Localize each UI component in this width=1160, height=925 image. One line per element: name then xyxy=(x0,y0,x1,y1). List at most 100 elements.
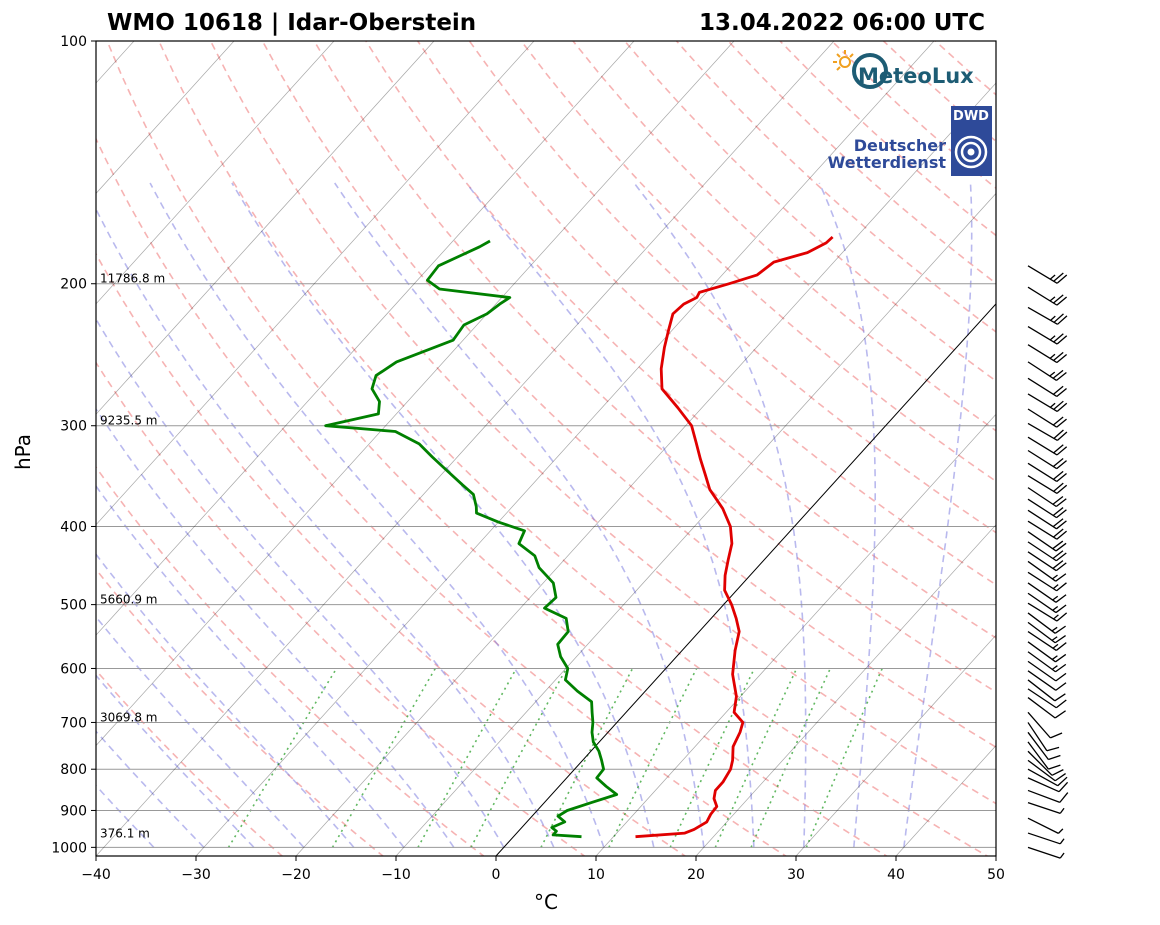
wind-barb-half-flag xyxy=(1052,584,1059,590)
wind-barb-flag xyxy=(1056,387,1067,397)
wind-barb-half-flag xyxy=(1051,655,1058,660)
wind-barb xyxy=(1027,344,1068,364)
wind-barb-staff xyxy=(1027,325,1058,345)
wind-barb-flag xyxy=(1055,653,1067,663)
wind-barb-staff xyxy=(1027,612,1056,634)
wind-barb-flag xyxy=(1052,550,1064,560)
x-tick-label: 40 xyxy=(887,867,905,883)
wind-barb-staff xyxy=(1027,789,1061,803)
wind-barb-flag xyxy=(1056,372,1067,381)
y-tick-label: 1000 xyxy=(51,840,87,856)
x-tick-label: 30 xyxy=(787,867,805,883)
svg-text:DWD: DWD xyxy=(953,109,989,124)
wind-barb-staff xyxy=(1027,509,1057,530)
svg-text:Wetterdienst: Wetterdienst xyxy=(828,153,947,172)
moist-adiabat xyxy=(96,484,405,848)
isotherm-line xyxy=(395,192,996,856)
isotherm-line xyxy=(295,82,996,856)
wind-barb xyxy=(1027,801,1065,814)
wind-barb-staff xyxy=(1027,602,1058,622)
wind-barb-staff xyxy=(1027,520,1058,540)
wind-barb-flag xyxy=(1054,710,1066,719)
wind-barb xyxy=(1027,679,1066,702)
isotherm-line xyxy=(96,41,835,856)
wind-barb-flag xyxy=(1056,335,1068,345)
height-labels: 11786.8 m 9235.5 m 5660.9 m 3069.8 m 376.1 m xyxy=(100,272,165,841)
isotherm-line xyxy=(96,41,335,305)
wind-barb-staff xyxy=(1027,571,1057,592)
height-label: 5660.9 m xyxy=(100,593,158,607)
wind-barb-flag xyxy=(1055,542,1067,552)
wind-barb-flag xyxy=(1052,495,1064,505)
wind-barb-staff xyxy=(1027,531,1057,552)
moist-adiabat xyxy=(96,784,155,848)
wind-barb-flag xyxy=(1052,507,1064,516)
wind-barb-half-flag xyxy=(1052,574,1058,580)
wind-barb-flag xyxy=(1053,482,1064,492)
wind-barb-staff xyxy=(1027,711,1051,739)
wind-barb-staff xyxy=(1027,832,1061,845)
wind-barb xyxy=(1027,509,1067,530)
dry-adiabat xyxy=(106,41,889,856)
wind-barb xyxy=(1027,592,1067,614)
wind-barb xyxy=(1027,393,1068,413)
wind-barb-staff xyxy=(1027,449,1058,470)
wind-barb-staff xyxy=(1027,817,1059,834)
wind-barb-flag xyxy=(1053,444,1064,454)
y-tick-label: 900 xyxy=(60,803,87,819)
meteolux-logo: MeteoLux xyxy=(833,50,974,89)
x-tick-label: 50 xyxy=(987,867,1005,883)
wind-barb xyxy=(1027,306,1068,325)
wind-barb-staff xyxy=(1027,846,1061,859)
wind-barb xyxy=(1027,408,1067,428)
dry-adiabat xyxy=(96,252,687,856)
wind-barb xyxy=(1027,475,1068,494)
mixing-ratio-line xyxy=(669,668,756,848)
wind-barb-flag xyxy=(1054,693,1066,702)
wind-barb-staff xyxy=(1027,670,1057,691)
wind-barb-flag xyxy=(1058,781,1069,793)
wind-barb-flag xyxy=(1055,663,1067,673)
x-tick-label: −10 xyxy=(381,867,411,883)
moist-adiabat xyxy=(231,182,655,848)
wind-barb-flag xyxy=(1056,296,1068,306)
wind-barb-staff xyxy=(1027,265,1058,284)
moist-adiabat xyxy=(903,182,973,848)
y-tick-label: 800 xyxy=(60,762,87,778)
wind-barb-flag xyxy=(1054,635,1066,644)
wind-barb-staff xyxy=(1027,801,1061,814)
wind-barb-staff xyxy=(1027,621,1056,644)
wind-barb xyxy=(1027,631,1067,651)
wind-barb-staff xyxy=(1027,408,1058,428)
wind-barb-staff xyxy=(1027,741,1049,770)
moist-adiabat xyxy=(96,730,205,848)
wind-barb-staff xyxy=(1027,422,1058,441)
wind-barb-flag xyxy=(1055,642,1067,651)
wind-barb-half-flag xyxy=(1051,636,1058,641)
x-tick-label: 20 xyxy=(687,867,705,883)
isotherm-line xyxy=(96,41,535,526)
wind-barb-flag xyxy=(1050,732,1063,739)
wind-barb-flag xyxy=(1053,333,1064,343)
wind-barb-flag xyxy=(1052,369,1064,379)
wind-barb-half-flag xyxy=(1053,614,1059,620)
wind-barb-staff xyxy=(1027,660,1057,682)
wind-barb-flag xyxy=(1052,518,1064,528)
wind-barb xyxy=(1027,621,1066,644)
moist-adiabat xyxy=(96,407,455,848)
wind-barb-flag xyxy=(1056,520,1067,530)
wind-barb xyxy=(1027,670,1067,691)
x-tick-label: 0 xyxy=(492,867,501,883)
wind-barb-staff xyxy=(1027,651,1056,673)
wind-barb xyxy=(1027,422,1068,441)
x-tick-label: −30 xyxy=(181,867,211,883)
wind-barb-flag xyxy=(1053,313,1064,323)
x-tick-label: 10 xyxy=(587,867,605,883)
dry-adiabat xyxy=(572,41,996,432)
wind-barb-flag xyxy=(1053,272,1064,282)
wind-barb-staff xyxy=(1027,344,1058,364)
wind-barb xyxy=(1027,449,1067,470)
wind-barb xyxy=(1027,722,1060,752)
wind-barb xyxy=(1027,641,1067,663)
